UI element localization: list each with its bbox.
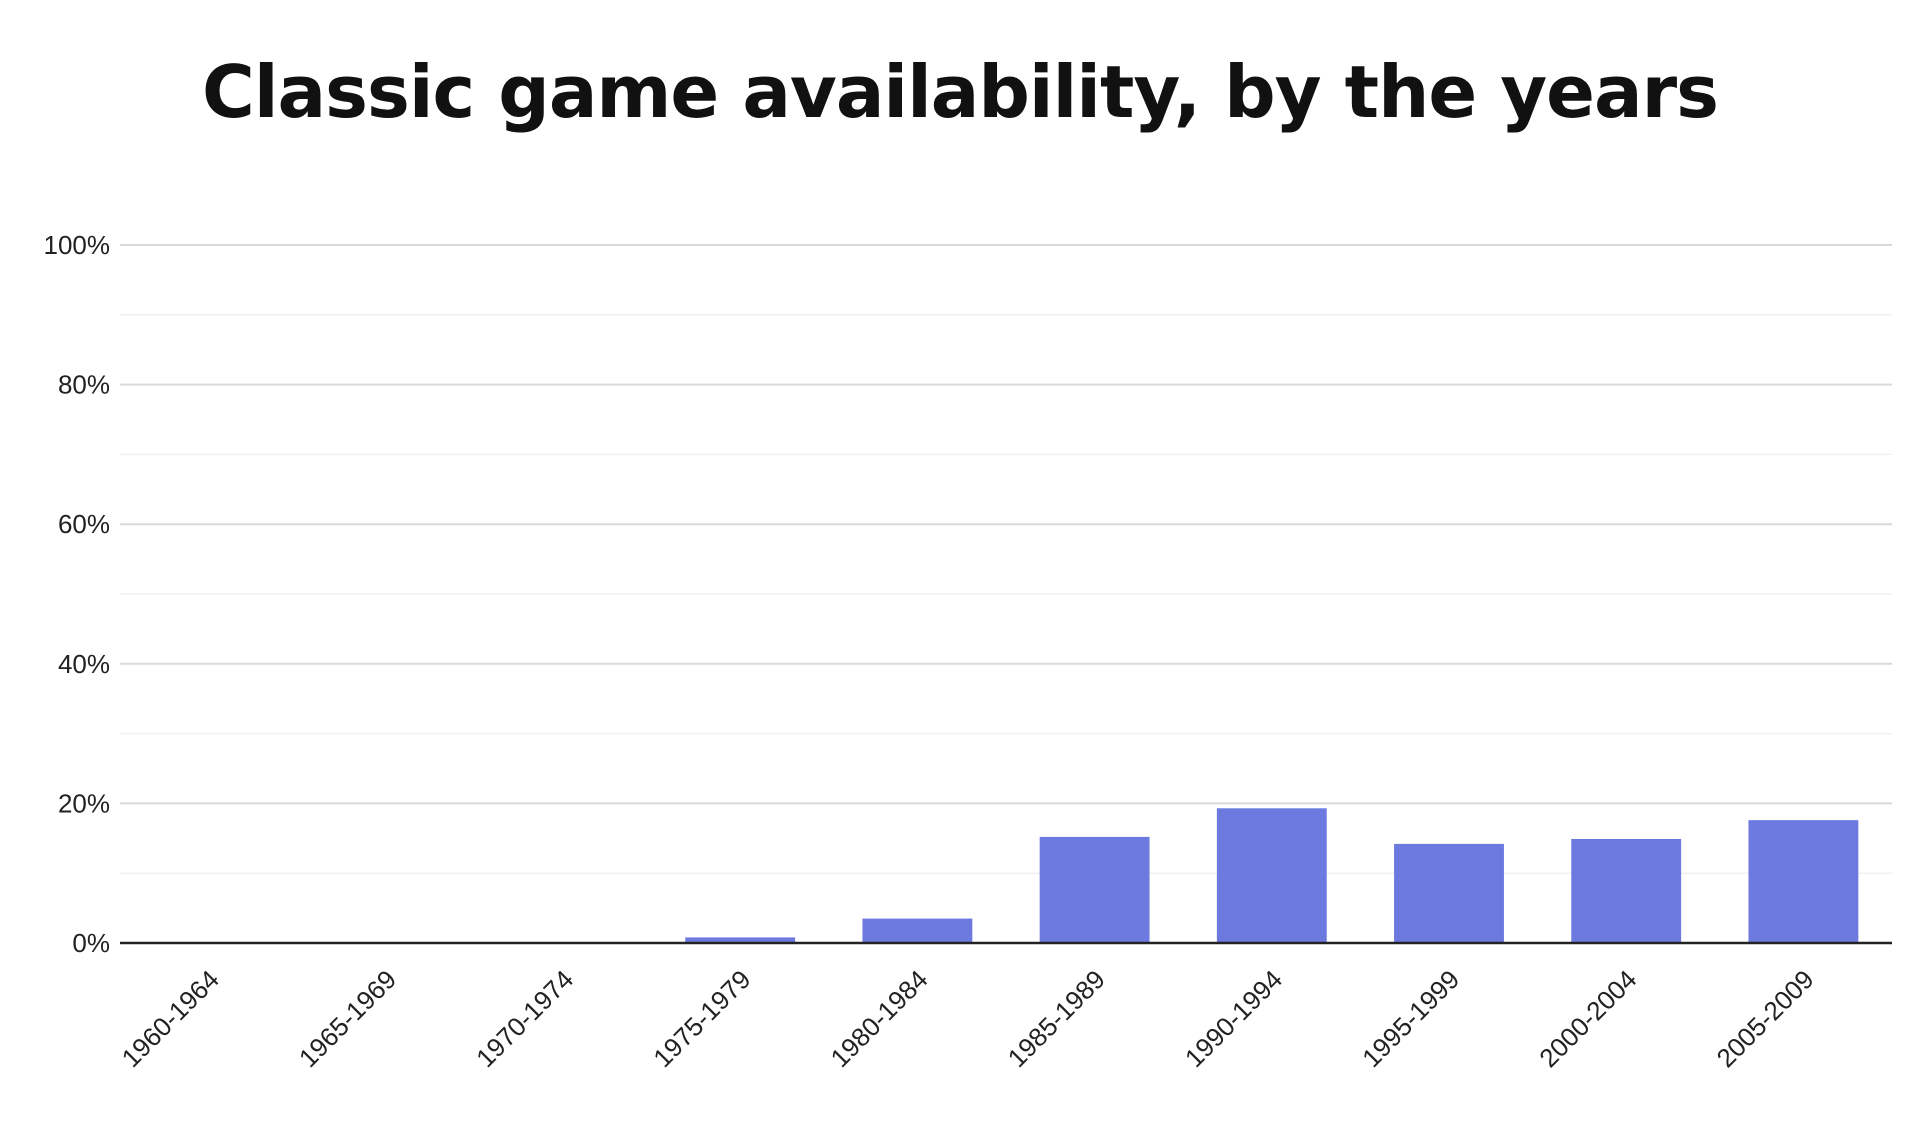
bar-2005-2009 [1748, 820, 1859, 943]
x-tick-label: 1985-1989 [1002, 964, 1111, 1073]
bar-1975-1979 [685, 937, 796, 943]
x-tick-label: 1995-1999 [1356, 964, 1465, 1073]
y-tick-label: 0% [72, 928, 110, 958]
y-tick-label: 80% [58, 370, 110, 400]
y-axis-ticks: 0% 20% 40% 60% 80% 100% [44, 230, 111, 958]
x-axis-ticks: 1960-1964 1965-1969 1970-1974 1975-1979 1980… [116, 964, 1820, 1073]
bar-1985-1989 [1039, 836, 1150, 943]
y-tick-label: 100% [44, 230, 111, 260]
x-tick-label: 2005-2009 [1711, 964, 1820, 1073]
y-tick-label: 60% [58, 509, 110, 539]
x-tick-label: 1970-1974 [470, 964, 579, 1073]
bar-1980-1984 [862, 918, 973, 943]
bar-1995-1999 [1394, 843, 1504, 943]
x-tick-label: 1975-1979 [647, 964, 756, 1073]
bar-1990-1994 [1216, 808, 1327, 943]
x-tick-label: 1965-1969 [293, 964, 402, 1073]
y-tick-label: 20% [58, 788, 110, 818]
x-tick-label: 2000-2004 [1533, 964, 1642, 1073]
y-tick-label: 40% [58, 649, 110, 679]
chart-title: Classic game availability, by the years [202, 50, 1719, 134]
bars [685, 808, 1859, 943]
gridlines [120, 244, 1892, 874]
x-tick-label: 1960-1964 [116, 964, 225, 1073]
x-tick-label: 1990-1994 [1179, 964, 1288, 1073]
bar-2000-2004 [1571, 838, 1682, 943]
x-tick-label: 1980-1984 [825, 964, 934, 1073]
